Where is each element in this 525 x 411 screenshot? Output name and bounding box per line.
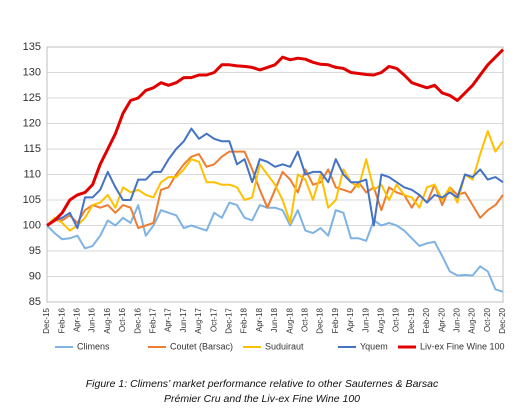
x-tick-label: Aug-17 [194,307,203,333]
y-tick-label: 115 [23,143,41,155]
y-tick-label: 120 [23,117,41,129]
y-tick-label: 135 [23,41,41,53]
x-tick-label: Jun-20 [453,307,462,332]
x-tick-label: Feb-17 [149,307,158,333]
legend-label: Yquem [360,341,388,351]
series-line [46,150,504,230]
x-tick-label: Jun-17 [179,307,188,332]
legend-label: Suduiraut [265,341,304,351]
series-line [46,127,504,230]
y-tick-label: 90 [29,270,41,282]
x-tick-label: Oct-17 [209,307,218,332]
x-tick-label: Apr-19 [346,307,355,332]
x-tick-label: Aug-18 [285,307,294,333]
y-tick-label: 100 [23,219,41,231]
x-tick-label: Jun-16 [88,307,97,332]
x-tick-label: Aug-20 [468,307,477,333]
legend-label: Climens [77,341,110,351]
x-tick-label: Apr-16 [73,307,82,332]
x-tick-label: Aug-16 [103,307,112,333]
x-tick-label: Feb-19 [331,307,340,333]
series-line [46,48,505,227]
y-tick-label: 95 [29,245,41,257]
series-line [46,130,504,232]
series-line [46,201,504,293]
x-tick-label: Dec-19 [407,307,416,333]
x-tick-label: Feb-18 [240,307,249,333]
x-tick-label: Dec-15 [42,307,51,333]
x-tick-label: Feb-20 [422,307,431,333]
x-tick-label: Oct-20 [483,307,492,332]
x-tick-label: Apr-20 [437,307,446,332]
caption-line: Figure 1: Climens’ market performance re… [86,378,439,390]
x-tick-label: Oct-18 [301,307,310,332]
x-tick-label: Oct-16 [118,307,127,332]
x-tick-label: Oct-19 [392,307,401,332]
x-tick-label: Dec-17 [225,307,234,333]
x-tick-label: Aug-19 [377,307,386,333]
x-tick-label: Dec-16 [133,307,142,333]
y-tick-label: 125 [23,92,41,104]
x-tick-label: Dec-18 [316,307,325,333]
x-tick-label: Dec-20 [498,307,507,333]
x-tick-label: Jun-19 [361,307,370,332]
x-tick-label: Feb-16 [57,307,66,333]
x-tick-label: Apr-17 [164,307,173,332]
plot-border [46,46,504,303]
legend-label: Coutet (Barsac) [170,341,233,351]
y-tick-label: 130 [23,66,41,78]
y-tick-label: 105 [23,194,41,206]
legend-label: Liv-ex Fine Wine 100 [420,341,505,351]
y-tick-label: 85 [29,296,41,308]
x-tick-label: Apr-18 [255,307,264,332]
y-tick-label: 110 [23,168,41,180]
caption-line: Prémier Cru and the Liv-ex Fine Wine 100 [164,393,360,405]
x-tick-label: Jun-18 [270,307,279,332]
